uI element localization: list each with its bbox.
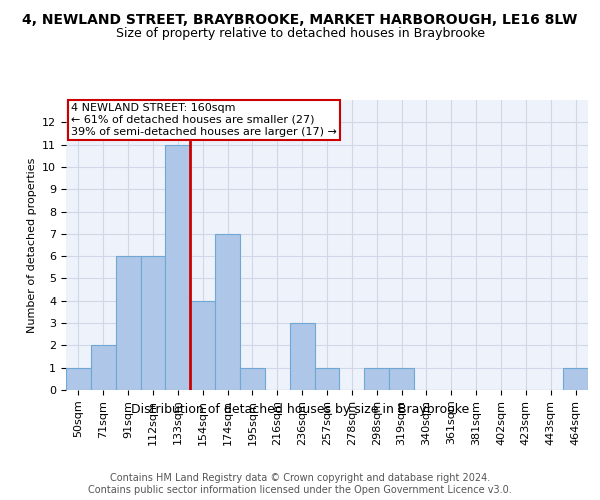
Bar (215, 234, 240, 390)
Bar (314, 368, 340, 390)
Y-axis label: Number of detached properties: Number of detached properties (26, 158, 37, 332)
Bar (91, 346, 116, 390)
Bar (364, 368, 389, 390)
Bar (389, 368, 414, 390)
Bar (116, 256, 140, 390)
Text: Contains HM Land Registry data © Crown copyright and database right 2024.
Contai: Contains HM Land Registry data © Crown c… (88, 474, 512, 495)
Bar (240, 368, 265, 390)
Bar (66, 368, 91, 390)
Text: 4 NEWLAND STREET: 160sqm
← 61% of detached houses are smaller (27)
39% of semi-d: 4 NEWLAND STREET: 160sqm ← 61% of detach… (71, 104, 337, 136)
Bar (166, 144, 190, 390)
Bar (190, 301, 215, 390)
Text: 4, NEWLAND STREET, BRAYBROOKE, MARKET HARBOROUGH, LE16 8LW: 4, NEWLAND STREET, BRAYBROOKE, MARKET HA… (22, 12, 578, 26)
Bar (290, 323, 314, 390)
Text: Size of property relative to detached houses in Braybrooke: Size of property relative to detached ho… (115, 28, 485, 40)
Text: Distribution of detached houses by size in Braybrooke: Distribution of detached houses by size … (131, 402, 469, 415)
Bar (140, 256, 166, 390)
Bar (563, 368, 588, 390)
